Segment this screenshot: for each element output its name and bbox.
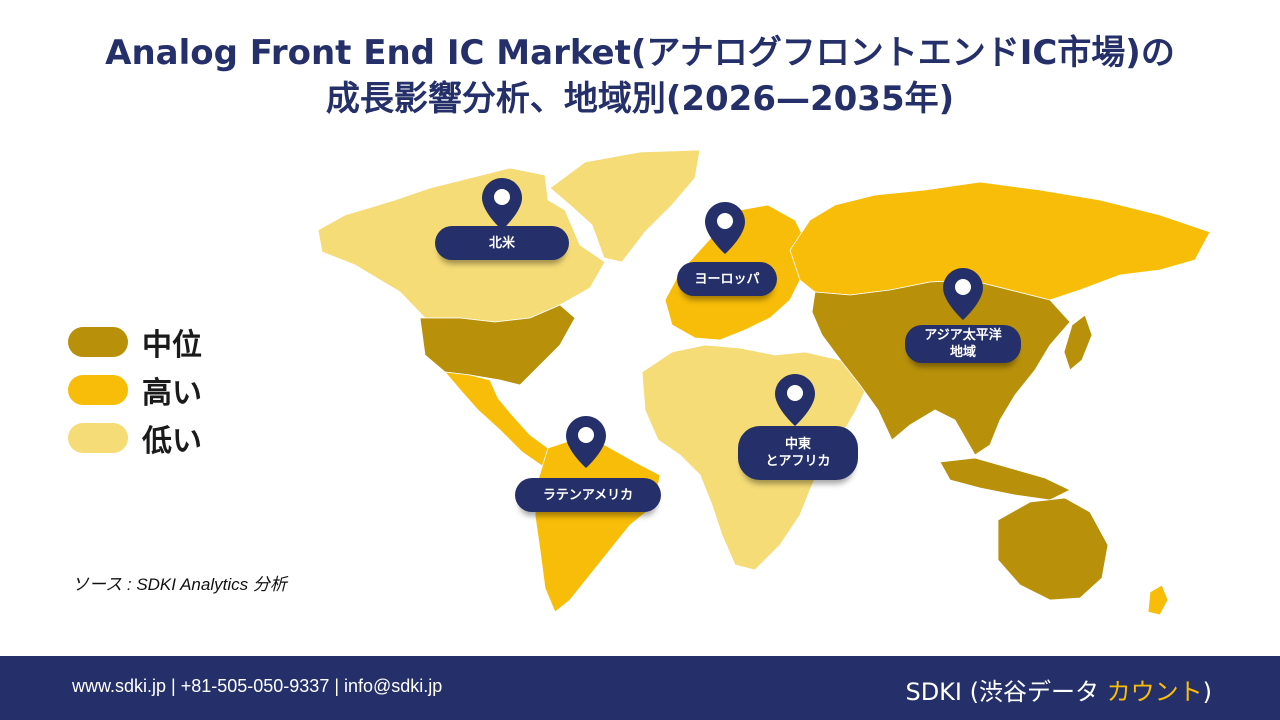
legend: 中位 高い 低い — [68, 318, 202, 462]
legend-swatch-high — [68, 375, 128, 405]
legend-label-high: 高い — [142, 376, 202, 411]
region-label-middle-east-africa: 中東 とアフリカ — [738, 426, 858, 480]
region-southeast-asia-islands — [939, 457, 1071, 501]
brand-accent: カウント — [1106, 678, 1203, 706]
region-label-text: 北米 — [488, 235, 515, 251]
region-label-text: ラテンアメリカ — [542, 487, 634, 503]
region-label-text-line1: 中東 — [784, 437, 811, 452]
legend-label-mid: 中位 — [142, 328, 202, 363]
region-label-text-line2: とアフリカ — [765, 454, 831, 469]
title-line-1: Analog Front End IC Market(アナログフロントエンドIC… — [105, 33, 1175, 73]
region-label-asia-pacific: アジア太平洋 地域 — [905, 325, 1021, 363]
map-pin-icon — [775, 374, 815, 426]
map-pin-icon — [482, 178, 522, 230]
legend-item-low: 低い — [68, 414, 202, 462]
legend-swatch-mid — [68, 327, 128, 357]
map-pin-icon — [566, 416, 606, 468]
region-mexico — [444, 371, 561, 469]
region-label-text: ヨーロッパ — [694, 271, 760, 287]
map-pin-icon — [705, 202, 745, 254]
region-russia — [789, 181, 1211, 301]
legend-item-high: 高い — [68, 366, 202, 414]
brand-prefix: SDKI (渋谷データ — [905, 678, 1107, 706]
legend-swatch-low — [68, 423, 128, 453]
region-japan — [1063, 314, 1093, 371]
region-label-text-line2: 地域 — [949, 345, 976, 360]
brand-suffix: ) — [1202, 678, 1212, 706]
region-label-north-america: 北米 — [435, 226, 569, 260]
legend-item-mid: 中位 — [68, 318, 202, 366]
source-note: ソース : SDKI Analytics 分析 — [72, 575, 287, 594]
region-australia — [997, 497, 1109, 601]
region-label-europe: ヨーロッパ — [677, 262, 777, 296]
title-line-2: 成長影響分析、地域別(2026—2035年) — [325, 79, 955, 119]
footer-bar: www.sdki.jp | +81-505-050-9337 | info@sd… — [0, 656, 1280, 720]
region-greenland — [549, 149, 701, 263]
legend-label-low: 低い — [142, 424, 202, 459]
map-pin-icon — [943, 268, 983, 320]
region-label-text-line1: アジア太平洋 — [924, 328, 1002, 343]
region-new-zealand — [1147, 584, 1169, 616]
page-title: Analog Front End IC Market(アナログフロントエンドIC… — [0, 30, 1280, 122]
region-label-latin-america: ラテンアメリカ — [515, 478, 661, 512]
footer-brand: SDKI (渋谷データ カウント) — [905, 672, 1212, 707]
footer-contact: www.sdki.jp | +81-505-050-9337 | info@sd… — [72, 676, 443, 696]
